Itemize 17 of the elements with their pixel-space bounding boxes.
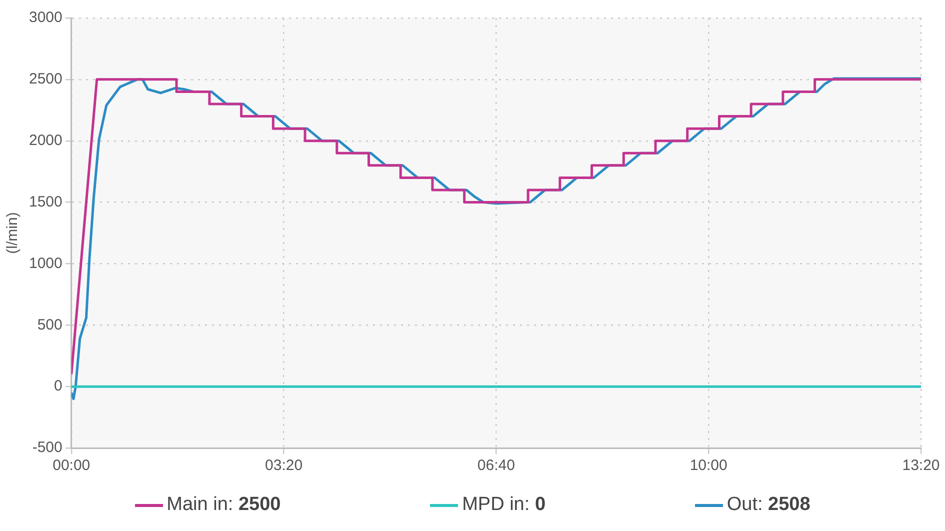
y-tick-label: 1000: [28, 254, 62, 272]
y-tick-label: 500: [37, 316, 62, 334]
y-tick-label: 2000: [28, 132, 62, 149]
y-tick-label: 3000: [28, 9, 62, 26]
legend-label: Main in: 2500: [166, 494, 281, 515]
x-tick-label: 10:00: [690, 457, 728, 474]
y-tick-label: -500: [32, 439, 62, 456]
y-axis-title: (l/min): [4, 212, 22, 254]
y-tick-label: 2500: [28, 70, 62, 88]
y-tick-label: 0: [54, 378, 62, 395]
x-tick-label: 06:40: [477, 457, 515, 474]
x-tick-label: 13:20: [902, 457, 940, 474]
y-tick-label: 1500: [28, 193, 62, 210]
x-tick-label: 00:00: [52, 457, 90, 474]
legend-label: MPD in: 0: [462, 494, 546, 515]
x-tick-label: 03:20: [265, 457, 303, 474]
legend-label: Out: 2508: [726, 494, 810, 515]
